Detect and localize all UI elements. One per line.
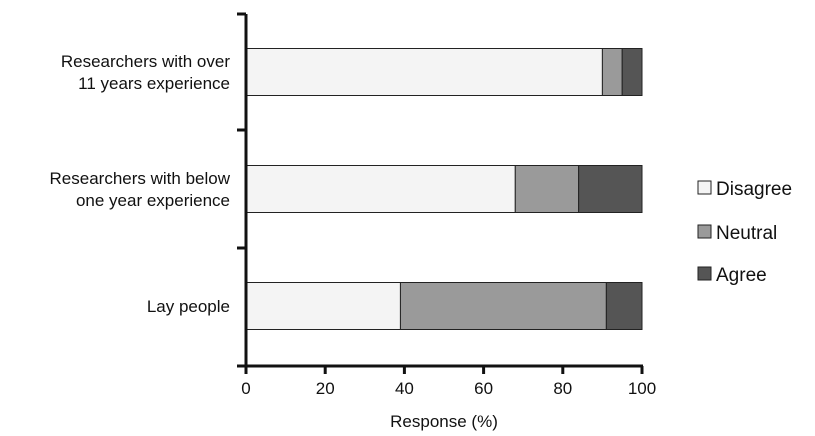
legend-label-agree: Agree	[716, 265, 767, 286]
bar-agree-2	[605, 282, 643, 330]
bar-disagree-1	[245, 165, 516, 213]
legend-swatch-neutral	[697, 224, 712, 239]
bar-neutral-1	[514, 165, 580, 213]
legend-swatch-agree	[697, 266, 712, 281]
category-label: Researchers with over	[61, 52, 230, 71]
x-tick-label: 80	[553, 379, 572, 398]
legend-label-neutral: Neutral	[716, 223, 777, 244]
category-label: 11 years experience	[78, 74, 230, 93]
bar-disagree-2	[245, 282, 401, 330]
bar-agree-0	[621, 48, 643, 96]
x-tick-label: 100	[628, 379, 656, 398]
bar-neutral-0	[601, 48, 623, 96]
x-tick-label: 20	[316, 379, 335, 398]
category-labels-group: Researchers with over 11 years experience…	[50, 52, 231, 316]
x-axis-title: Response (%)	[390, 412, 498, 431]
bar-agree-1	[578, 165, 643, 213]
bars-group	[245, 48, 643, 330]
category-label: Lay people	[147, 297, 230, 316]
x-tick-label: 60	[474, 379, 493, 398]
bar-disagree-0	[245, 48, 603, 96]
category-label: one year experience	[76, 191, 230, 210]
x-tick-label: 0	[241, 379, 250, 398]
legend-label-disagree: Disagree	[716, 179, 792, 200]
legend-swatch-disagree	[697, 180, 712, 195]
category-label: Researchers with below	[50, 169, 231, 188]
bar-neutral-2	[399, 282, 607, 330]
x-ticks-group: 0 20 40 60 80 100	[241, 366, 656, 398]
axes-group	[244, 14, 643, 368]
legend: Disagree Neutral Agree	[697, 179, 792, 286]
x-tick-label: 40	[395, 379, 414, 398]
